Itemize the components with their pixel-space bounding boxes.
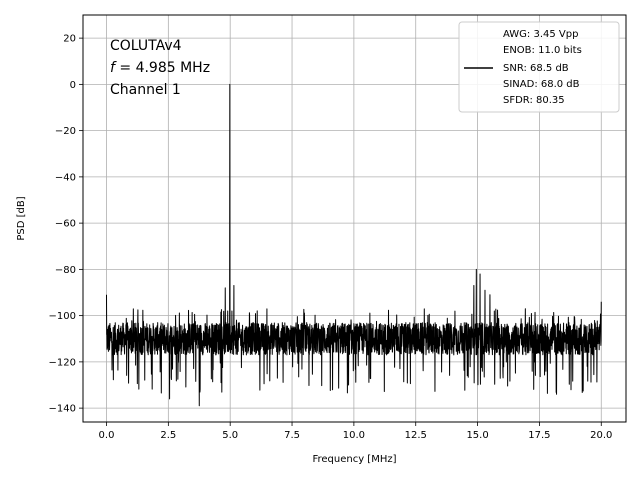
x-tick-label: 17.5	[528, 430, 550, 441]
psd-series	[106, 83, 602, 407]
y-tick-label: −60	[55, 219, 76, 230]
annotation-channel: Channel 1	[110, 82, 181, 98]
legend-box	[458, 21, 620, 113]
x-tick-label: 12.5	[405, 430, 427, 441]
legend-entry-snr: SNR: 68.5 dB	[503, 63, 569, 74]
x-tick-label: 5.0	[222, 430, 238, 441]
y-tick-label: 0	[70, 80, 76, 91]
x-tick-label: 2.5	[160, 430, 176, 441]
annotation-frequency-value: = 4.985 MHz	[115, 60, 210, 76]
legend-entry-awg: AWG: 3.45 Vpp	[503, 29, 578, 40]
y-tick-label: −120	[49, 357, 76, 368]
legend-entry-enob: ENOB: 11.0 bits	[503, 45, 582, 56]
legend-entry-sinad: SINAD: 68.0 dB	[503, 79, 580, 90]
legend: AWG: 3.45 Vpp ENOB: 11.0 bits SNR: 68.5 …	[458, 21, 620, 113]
y-tick-label: −20	[55, 126, 76, 137]
plot-frame	[82, 14, 627, 423]
annotation-frequency: f = 4.985 MHz	[110, 60, 210, 76]
x-tick-label: 0.0	[99, 430, 115, 441]
x-tick-label: 15.0	[466, 430, 488, 441]
x-axis-label: Frequency [MHz]	[312, 454, 396, 465]
legend-entry-sfdr: SFDR: 80.35	[503, 95, 565, 106]
y-tick-label: −80	[55, 265, 76, 276]
y-tick-label: −140	[49, 404, 76, 415]
y-axis-label: PSD [dB]	[16, 196, 27, 240]
x-tick-label: 20.0	[590, 430, 612, 441]
annotation-frequency-variable: f	[110, 60, 117, 76]
x-tick-label: 10.0	[343, 430, 365, 441]
annotation-device: COLUTAv4	[110, 38, 182, 54]
x-tick-label: 7.5	[284, 430, 300, 441]
y-tick-label: −40	[55, 172, 76, 183]
annotation: COLUTAv4 f = 4.985 MHz Channel 1	[110, 38, 210, 98]
y-tick-label: 20	[63, 34, 76, 45]
y-tick-label: −100	[49, 311, 76, 322]
ticks: 0.0 2.5 5.0 7.5 10.0 12.5 15.0 17.5 20.0 20 0 −20 −4…	[49, 34, 613, 441]
psd-line	[106, 83, 602, 407]
